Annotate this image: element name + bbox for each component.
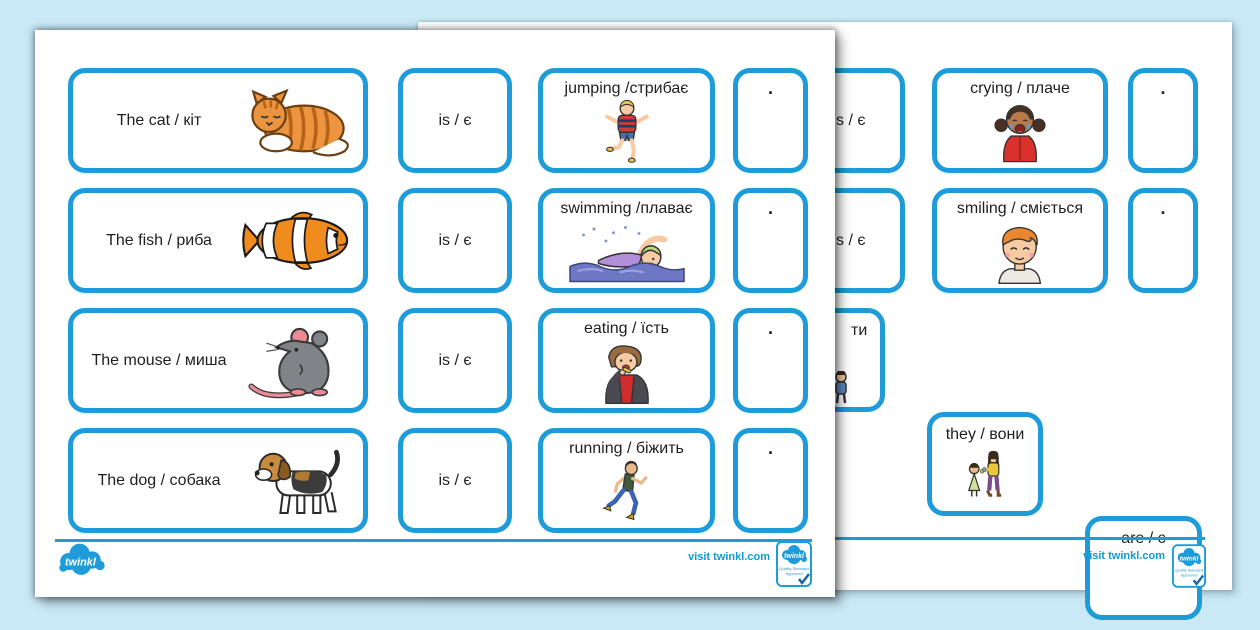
they-label: they / вони bbox=[945, 426, 1025, 443]
be-card: is / є bbox=[398, 188, 512, 293]
svg-text:Quality Standard: Quality Standard bbox=[779, 566, 809, 571]
period-card: . bbox=[733, 308, 808, 413]
children-image bbox=[932, 447, 1038, 507]
svg-text:twinkl: twinkl bbox=[1180, 555, 1199, 562]
approved-check-icon bbox=[798, 573, 810, 586]
action-card-crying: crying / плаче bbox=[932, 68, 1108, 173]
twinkl-badge: twinkl Quality Standard Approved bbox=[776, 541, 812, 592]
be-label: is / є bbox=[438, 231, 472, 249]
boy-jumping-image bbox=[602, 98, 652, 168]
twinkl-logo: twinkl bbox=[57, 542, 107, 583]
fish-image bbox=[241, 204, 363, 278]
subject-label: The mouse / миша bbox=[91, 351, 227, 369]
action-label: swimming /плаває bbox=[560, 200, 693, 217]
mouse-image bbox=[241, 321, 363, 401]
be-card: is / є bbox=[398, 68, 512, 173]
twinkl-badge: twinkl Quality Standard Approved bbox=[1172, 544, 1206, 593]
action-label: smiling / сміється bbox=[956, 200, 1084, 217]
boy-running-image bbox=[601, 458, 652, 528]
be-card: is / є bbox=[398, 428, 512, 533]
svg-text:twinkl: twinkl bbox=[784, 553, 805, 560]
visit-twinkl-link: visit twinkl.com bbox=[688, 551, 770, 563]
approved-check-icon bbox=[1192, 574, 1205, 586]
period-card: . bbox=[733, 68, 808, 173]
period-card: . bbox=[733, 188, 808, 293]
be-label: is / є bbox=[832, 231, 866, 249]
boy-eating-image bbox=[596, 338, 658, 408]
subject-label: The dog / собака bbox=[97, 471, 221, 489]
subject-card-mouse: The mouse / миша bbox=[68, 308, 368, 413]
action-card-swimming: swimming /плаває bbox=[538, 188, 715, 293]
person-fragment-image bbox=[835, 371, 847, 404]
pronoun-card-they: they / вони bbox=[927, 412, 1043, 516]
subject-card-cat: The cat / кіт bbox=[68, 68, 368, 173]
be-card: is / є bbox=[398, 308, 512, 413]
girl-swimming-image bbox=[564, 218, 690, 288]
svg-text:Quality Standard: Quality Standard bbox=[1175, 569, 1203, 573]
action-card-running: running / біжить bbox=[538, 428, 715, 533]
pronoun-fragment-label: ти bbox=[851, 322, 868, 339]
cat-image bbox=[241, 79, 363, 163]
be-label: is / є bbox=[438, 471, 472, 489]
period-card: . bbox=[733, 428, 808, 533]
be-label: is / є bbox=[438, 111, 472, 129]
period-label: . bbox=[1160, 78, 1166, 98]
be-label: is / є bbox=[832, 111, 866, 129]
visit-twinkl-link: visit twinkl.com bbox=[1083, 550, 1165, 562]
period-label: . bbox=[767, 318, 773, 338]
action-label: running / біжить bbox=[569, 440, 684, 457]
subject-label: The cat / кіт bbox=[116, 111, 202, 129]
subject-label: The fish / риба bbox=[106, 231, 212, 249]
period-card: . bbox=[1128, 68, 1198, 173]
svg-text:Approved: Approved bbox=[785, 571, 802, 576]
be-label: is / є bbox=[438, 351, 472, 369]
action-label: crying / плаче bbox=[970, 80, 1070, 97]
action-card-eating: eating / їсть bbox=[538, 308, 715, 413]
girl-crying-image bbox=[993, 98, 1047, 168]
action-card-smiling: smiling / сміється bbox=[932, 188, 1108, 293]
action-label: jumping /стрибає bbox=[564, 80, 689, 97]
period-label: . bbox=[1160, 198, 1166, 218]
boy-smiling-image bbox=[990, 218, 1050, 288]
worksheet-page-1: The cat / кіт is / є jumping /стрибає bbox=[35, 30, 835, 597]
period-card: . bbox=[1128, 188, 1198, 293]
action-label: eating / їсть bbox=[583, 320, 670, 337]
action-card-jumping: jumping /стрибає bbox=[538, 68, 715, 173]
svg-text:twinkl: twinkl bbox=[65, 556, 97, 568]
period-label: . bbox=[767, 78, 773, 98]
svg-text:Approved: Approved bbox=[1181, 573, 1197, 577]
footer-divider bbox=[55, 539, 812, 542]
period-label: . bbox=[767, 198, 773, 218]
subject-card-fish: The fish / риба bbox=[68, 188, 368, 293]
period-label: . bbox=[767, 438, 773, 458]
subject-card-dog: The dog / собака bbox=[68, 428, 368, 533]
dog-image bbox=[241, 441, 363, 521]
